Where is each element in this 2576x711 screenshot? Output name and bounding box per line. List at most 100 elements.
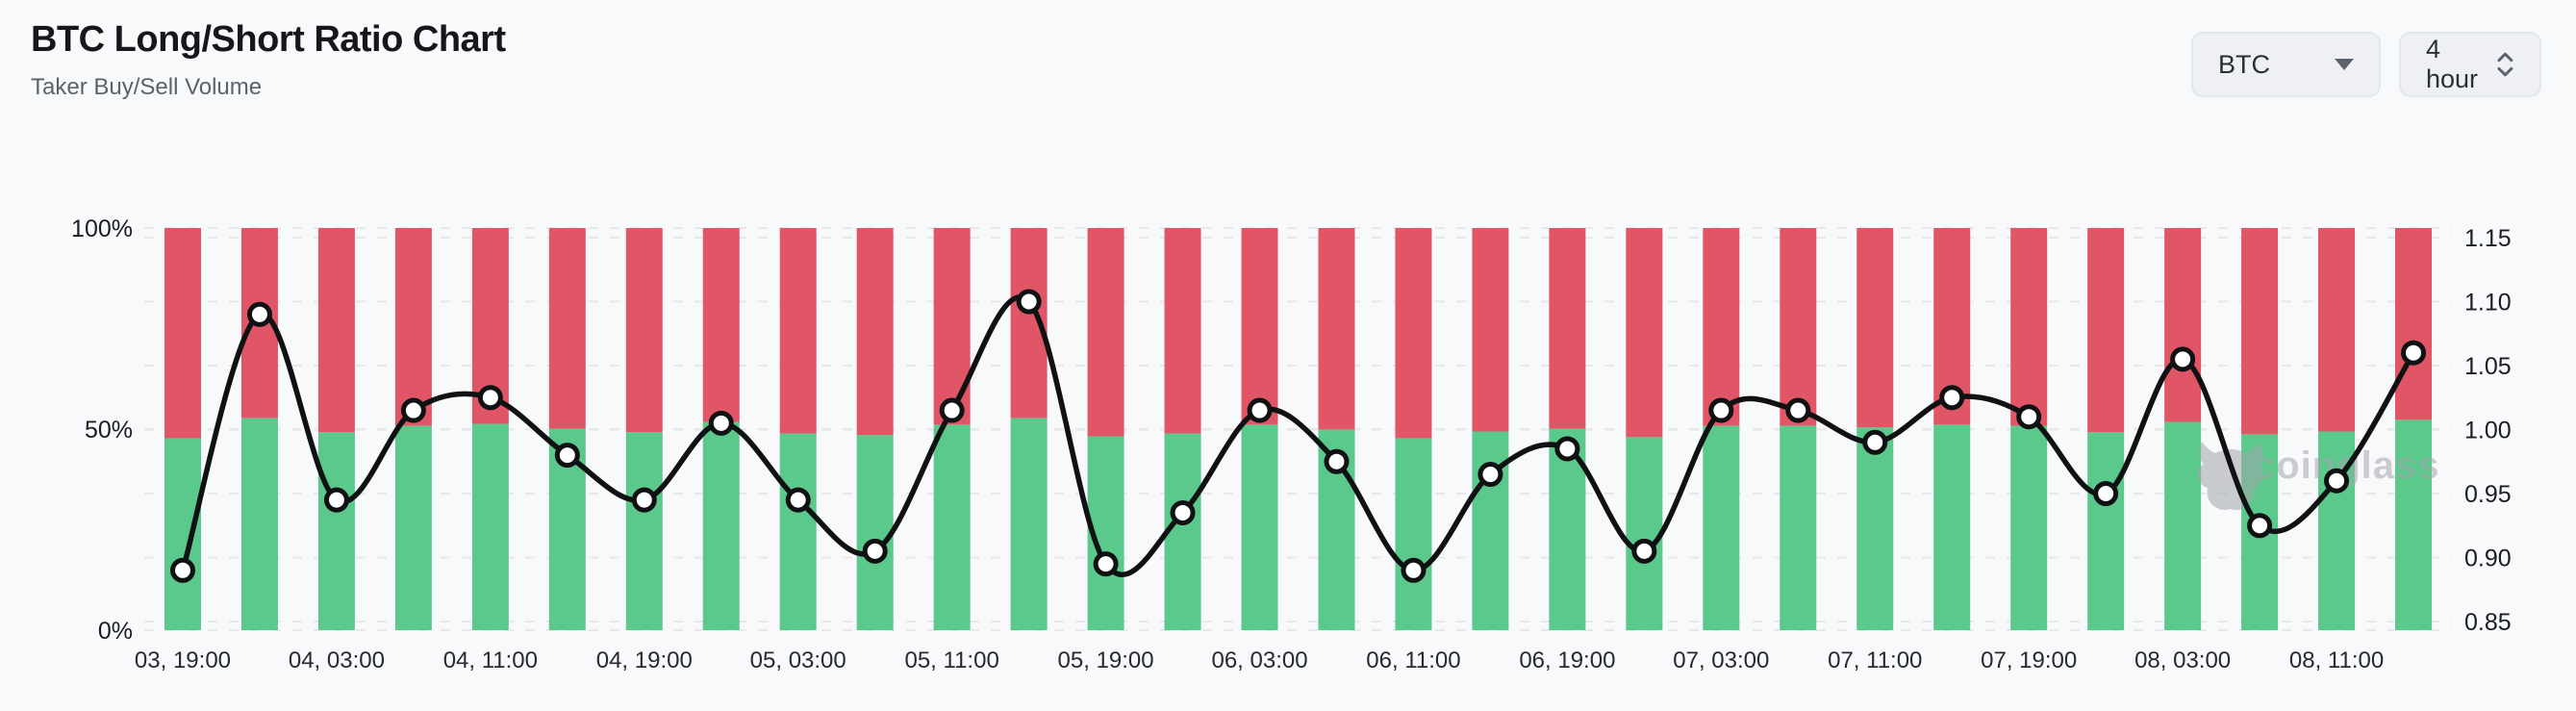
interval-dropdown-value: 4 hour (2426, 35, 2479, 93)
bar-segment-buy (1626, 437, 1663, 630)
x-axis-labels: 03, 19:00 04, 03:00 04, 11:00 04, 19:00 05, … (135, 648, 2384, 673)
ratio-line-markers (169, 289, 2427, 583)
x-tick-label: 03, 19:00 (135, 648, 231, 673)
bar-segment-buy (1241, 424, 1278, 630)
y-left-tick-label: 50% (85, 417, 133, 444)
bar-segment-sell (1087, 228, 1124, 437)
chart-header: BTC Long/Short Ratio Chart Taker Buy/Sel… (31, 19, 506, 101)
bar-segment-buy (2010, 425, 2048, 630)
line-marker (246, 301, 272, 327)
x-tick-label: 07, 11:00 (1828, 648, 1922, 673)
x-tick-label: 06, 03:00 (1211, 648, 1307, 673)
line-marker (1324, 448, 1350, 474)
bar-segment-buy (1703, 425, 1740, 630)
line-marker (2401, 340, 2427, 366)
caret-down-icon (2335, 59, 2354, 70)
bar-segment-sell (1164, 228, 1201, 434)
bar-segment-sell (1472, 228, 1509, 432)
bar-segment-buy (1395, 438, 1432, 630)
page-subtitle: Taker Buy/Sell Volume (31, 74, 263, 100)
x-tick-label: 08, 03:00 (2134, 648, 2231, 673)
line-marker (477, 385, 503, 411)
bar-segment-buy (2087, 432, 2125, 630)
line-marker (939, 397, 965, 423)
line-marker (1631, 538, 1657, 564)
line-marker (1401, 557, 1427, 583)
bar-segment-buy (471, 423, 509, 630)
chart-controls: BTC 4 hour (2191, 32, 2541, 97)
line-marker (1247, 397, 1273, 423)
bar-segment-buy (933, 424, 971, 630)
line-marker (169, 557, 195, 583)
bar-segment-sell (779, 228, 817, 434)
bar-segment-buy (1933, 424, 1971, 630)
line-marker (1093, 551, 1119, 577)
bar-segment-sell (1703, 228, 1740, 426)
line-marker (2093, 481, 2119, 506)
bar-segment-sell (1549, 228, 1586, 429)
bar-segment-buy (1856, 427, 1894, 630)
line-marker (323, 487, 349, 513)
y-left-tick-label: 0% (98, 618, 133, 645)
x-tick-label: 04, 11:00 (443, 648, 538, 673)
watermark-bull-icon (2197, 442, 2264, 511)
bar-segment-sell (1318, 228, 1355, 430)
bar-segment-buy (779, 433, 817, 630)
symbol-dropdown[interactable]: BTC (2191, 32, 2381, 97)
line-marker (2247, 513, 2273, 539)
bar-segment-buy (2395, 419, 2433, 630)
bar-segment-buy (1780, 425, 1817, 630)
bar-segment-buy (1472, 431, 1509, 630)
left-axis-labels: 100% 50% 0% (71, 216, 133, 645)
bar-segment-sell (2164, 228, 2202, 422)
x-tick-label: 04, 19:00 (596, 648, 693, 673)
x-tick-label: 05, 11:00 (904, 648, 998, 673)
ratio-line (180, 294, 2416, 577)
bar-segment-sell (548, 228, 586, 429)
x-tick-label: 08, 11:00 (2289, 648, 2384, 673)
line-marker (631, 487, 657, 513)
updown-chevrons-icon (2497, 52, 2513, 77)
x-tick-label: 04, 03:00 (289, 648, 385, 673)
bar-segment-sell (394, 228, 432, 426)
y-right-tick-label: 0.95 (2464, 481, 2512, 508)
line-marker (1785, 397, 1811, 423)
y-right-tick-label: 0.90 (2464, 546, 2512, 572)
bar-segment-sell (1241, 228, 1278, 425)
interval-dropdown[interactable]: 4 hour (2399, 32, 2541, 97)
y-right-tick-label: 1.05 (2464, 353, 2512, 380)
y-right-tick-label: 1.15 (2464, 225, 2512, 252)
line-marker (1016, 289, 1042, 315)
page-title: BTC Long/Short Ratio Chart (31, 19, 506, 60)
x-tick-label: 05, 03:00 (750, 648, 846, 673)
bar-segment-buy (856, 435, 894, 630)
bar-segment-sell (856, 228, 894, 436)
bar-segment-sell (1626, 228, 1663, 438)
bar-segment-sell (2087, 228, 2125, 433)
x-tick-label: 06, 11:00 (1366, 648, 1460, 673)
y-right-tick-label: 1.10 (2464, 290, 2512, 317)
x-tick-label: 05, 19:00 (1058, 648, 1154, 673)
bar-segment-sell (2241, 228, 2279, 435)
bar-segment-sell (1780, 228, 1817, 426)
bar-segment-sell (2395, 228, 2433, 420)
line-marker (1939, 385, 1965, 411)
gridlines (144, 227, 2452, 631)
line-marker (1477, 462, 1503, 488)
bar-segment-buy (1164, 433, 1201, 630)
x-tick-label: 07, 03:00 (1673, 648, 1769, 673)
bar-segment-sell (2318, 228, 2356, 432)
line-marker (1170, 499, 1196, 525)
bar-segment-buy (1010, 418, 1048, 630)
bar-segment-sell (164, 228, 201, 439)
line-marker (400, 397, 426, 423)
bar-segment-buy (164, 438, 201, 630)
bar-segment-sell (1395, 228, 1432, 439)
bar-segment-sell (933, 228, 971, 425)
volume-bars (164, 228, 2433, 630)
line-marker (862, 538, 888, 564)
bar-segment-buy (625, 432, 663, 630)
line-marker (1708, 397, 1734, 423)
y-left-tick-label: 100% (71, 216, 133, 242)
